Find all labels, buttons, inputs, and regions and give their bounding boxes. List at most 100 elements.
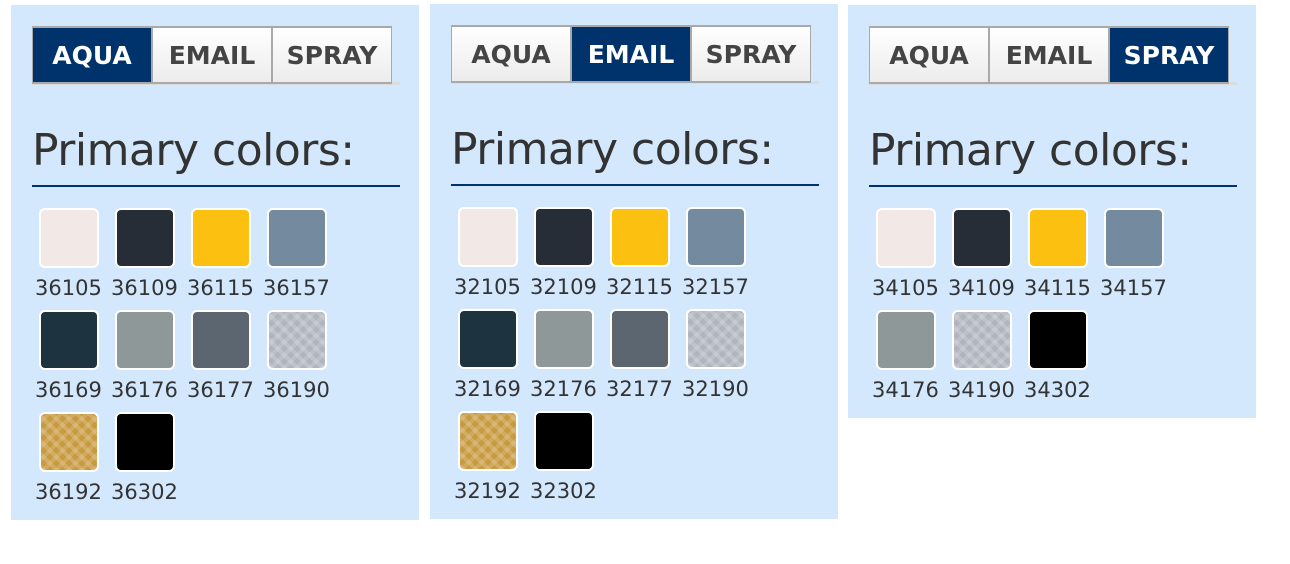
- color-code: 36115: [187, 276, 254, 300]
- color-code: 34109: [948, 276, 1015, 300]
- color-swatch[interactable]: [39, 208, 99, 268]
- swatch-item[interactable]: 32115: [606, 207, 682, 299]
- heading-divider: [869, 185, 1237, 187]
- swatch-item[interactable]: 32157: [682, 207, 758, 299]
- swatch-item[interactable]: 32176: [530, 309, 606, 401]
- color-code: 32190: [682, 377, 749, 401]
- color-swatch[interactable]: [39, 310, 99, 370]
- swatch-item[interactable]: 36177: [187, 310, 263, 402]
- color-code: 34115: [1024, 276, 1091, 300]
- tab-spray[interactable]: SPRAY: [1109, 26, 1229, 84]
- color-swatch[interactable]: [534, 309, 594, 369]
- color-swatch[interactable]: [876, 208, 936, 268]
- tab-spray[interactable]: SPRAY: [272, 26, 392, 84]
- color-swatch[interactable]: [191, 310, 251, 370]
- heading-divider: [32, 185, 400, 187]
- swatch-item[interactable]: 36176: [111, 310, 187, 402]
- swatch-item[interactable]: 34115: [1024, 208, 1100, 300]
- swatch-item[interactable]: 36105: [35, 208, 111, 300]
- color-code: 32109: [530, 275, 597, 299]
- color-code: 34105: [872, 276, 939, 300]
- swatch-item[interactable]: 36192: [35, 412, 111, 504]
- color-swatch[interactable]: [686, 309, 746, 369]
- heading-divider: [451, 184, 819, 186]
- swatch-item[interactable]: 34105: [872, 208, 948, 300]
- color-swatch[interactable]: [610, 309, 670, 369]
- tab-aqua[interactable]: AQUA: [32, 26, 152, 84]
- tab-bar: AQUA EMAIL SPRAY: [869, 26, 1237, 85]
- swatch-item[interactable]: 32192: [454, 411, 530, 503]
- swatch-item[interactable]: 36109: [111, 208, 187, 300]
- swatch-item[interactable]: 36190: [263, 310, 339, 402]
- tab-spray[interactable]: SPRAY: [691, 25, 811, 83]
- color-panel-email: AQUA EMAIL SPRAY Primary colors: 32105 32109 3…: [430, 4, 838, 519]
- color-code: 32157: [682, 275, 749, 299]
- color-swatch[interactable]: [191, 208, 251, 268]
- color-code: 36109: [111, 276, 178, 300]
- swatch-item[interactable]: 34157: [1100, 208, 1176, 300]
- swatch-item[interactable]: 32302: [530, 411, 606, 503]
- color-swatch[interactable]: [39, 412, 99, 472]
- color-swatch[interactable]: [1028, 208, 1088, 268]
- swatch-item[interactable]: 32109: [530, 207, 606, 299]
- swatch-item[interactable]: 32190: [682, 309, 758, 401]
- tab-email[interactable]: EMAIL: [152, 26, 272, 84]
- color-swatch[interactable]: [267, 310, 327, 370]
- color-code: 34176: [872, 378, 939, 402]
- color-code: 36176: [111, 378, 178, 402]
- color-code: 32177: [606, 377, 673, 401]
- section-heading: Primary colors:: [451, 124, 774, 175]
- color-swatch[interactable]: [534, 411, 594, 471]
- color-swatch[interactable]: [458, 207, 518, 267]
- swatch-item[interactable]: 32169: [454, 309, 530, 401]
- tab-bar: AQUA EMAIL SPRAY: [451, 25, 819, 84]
- color-code: 32169: [454, 377, 521, 401]
- color-swatch[interactable]: [115, 412, 175, 472]
- color-swatch[interactable]: [267, 208, 327, 268]
- color-swatch[interactable]: [610, 207, 670, 267]
- swatch-item[interactable]: 32105: [454, 207, 530, 299]
- color-code: 32302: [530, 479, 597, 503]
- section-heading: Primary colors:: [869, 125, 1192, 176]
- color-code: 34157: [1100, 276, 1167, 300]
- color-swatch[interactable]: [458, 309, 518, 369]
- color-swatch[interactable]: [686, 207, 746, 267]
- color-code: 36192: [35, 480, 102, 504]
- color-code: 32176: [530, 377, 597, 401]
- swatch-item[interactable]: 34109: [948, 208, 1024, 300]
- swatch-item[interactable]: 36302: [111, 412, 187, 504]
- tab-aqua[interactable]: AQUA: [451, 25, 571, 83]
- color-code: 36169: [35, 378, 102, 402]
- tab-email[interactable]: EMAIL: [571, 25, 691, 83]
- color-swatch[interactable]: [952, 208, 1012, 268]
- color-code: 36302: [111, 480, 178, 504]
- swatch-item[interactable]: 34190: [948, 310, 1024, 402]
- color-code: 34190: [948, 378, 1015, 402]
- color-swatch[interactable]: [952, 310, 1012, 370]
- color-swatch[interactable]: [876, 310, 936, 370]
- color-code: 32115: [606, 275, 673, 299]
- color-code: 36177: [187, 378, 254, 402]
- swatch-item[interactable]: 34302: [1024, 310, 1100, 402]
- swatch-item[interactable]: 36115: [187, 208, 263, 300]
- section-heading: Primary colors:: [32, 125, 355, 176]
- color-code: 36157: [263, 276, 330, 300]
- color-panel-aqua: AQUA EMAIL SPRAY Primary colors: 36105 36109 3…: [11, 5, 419, 520]
- swatch-item[interactable]: 32177: [606, 309, 682, 401]
- swatch-item[interactable]: 36169: [35, 310, 111, 402]
- color-code: 32105: [454, 275, 521, 299]
- color-code: 34302: [1024, 378, 1091, 402]
- color-swatch[interactable]: [115, 208, 175, 268]
- color-swatch[interactable]: [1028, 310, 1088, 370]
- color-panel-spray: AQUA EMAIL SPRAY Primary colors: 34105 34109 3…: [848, 5, 1256, 418]
- color-swatch[interactable]: [1104, 208, 1164, 268]
- color-swatch[interactable]: [458, 411, 518, 471]
- tab-aqua[interactable]: AQUA: [869, 26, 989, 84]
- color-swatch[interactable]: [115, 310, 175, 370]
- swatch-item[interactable]: 34176: [872, 310, 948, 402]
- tab-email[interactable]: EMAIL: [989, 26, 1109, 84]
- color-code: 36190: [263, 378, 330, 402]
- color-swatch[interactable]: [534, 207, 594, 267]
- swatch-item[interactable]: 36157: [263, 208, 339, 300]
- color-code: 36105: [35, 276, 102, 300]
